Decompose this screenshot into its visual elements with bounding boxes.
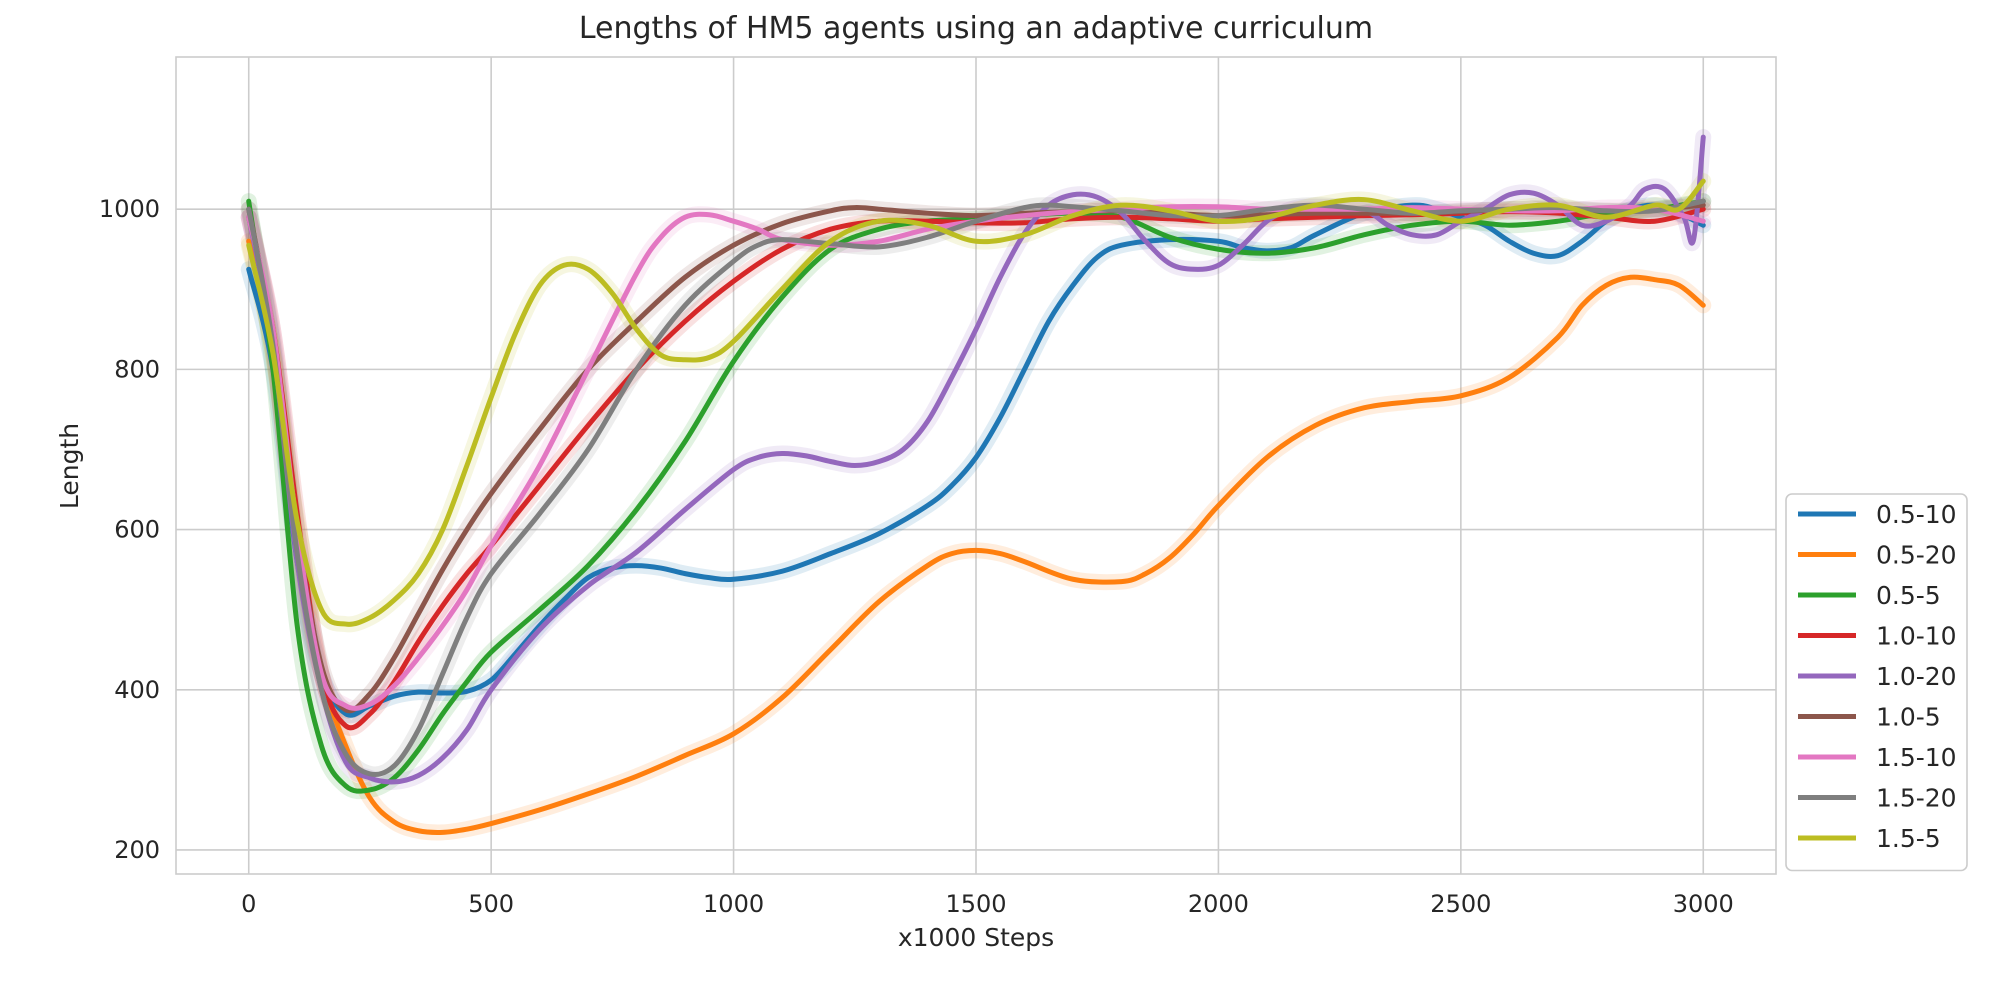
legend-label-1.5-10: 1.5-10	[1876, 743, 1957, 772]
x-tick-label: 2500	[1430, 890, 1491, 918]
plot-border	[175, 56, 1777, 875]
x-tick-label: 500	[468, 890, 514, 918]
legend-label-1.0-20: 1.0-20	[1876, 662, 1957, 691]
legend-label-0.5-5: 0.5-5	[1876, 581, 1941, 610]
x-tick-label: 0	[241, 890, 256, 918]
chart-title: Lengths of HM5 agents using an adaptive …	[579, 11, 1373, 46]
legend-label-1.5-20: 1.5-20	[1876, 784, 1957, 813]
legend: 0.5-10 0.5-20 0.5-5 1.0-10 1.0-20 1.0-5 1.5-10…	[1785, 493, 1968, 872]
legend-label-1.0-10: 1.0-10	[1876, 622, 1957, 651]
y-tick-label: 400	[114, 676, 160, 704]
series-line-0.5-20	[246, 238, 1706, 835]
x-axis-title: x1000 Steps	[898, 923, 1054, 952]
legend-box	[1785, 493, 1968, 872]
y-tick-label: 600	[114, 516, 160, 544]
legend-label-1.0-5: 1.0-5	[1876, 703, 1941, 732]
legend-label-1.5-5: 1.5-5	[1876, 824, 1941, 853]
series-line-0.5-5	[246, 198, 1706, 794]
y-axis-title: Length	[55, 423, 84, 509]
x-tick-label: 1000	[703, 890, 764, 918]
plot-area: 0 500 1000 1500 2000 2500 3000 200 400 600 800 1000	[99, 56, 1777, 918]
x-tick-label: 2000	[1188, 890, 1249, 918]
y-tick-label: 1000	[99, 195, 160, 223]
series-line-1.5-5	[246, 178, 1706, 627]
y-tick-label: 800	[114, 355, 160, 383]
x-tick-label: 1500	[945, 890, 1006, 918]
legend-label-0.5-20: 0.5-20	[1876, 541, 1957, 570]
series-line-1.0-20	[246, 134, 1706, 785]
series-line-1.5-20	[246, 198, 1706, 778]
x-tick-label: 3000	[1673, 890, 1734, 918]
y-tick-label: 200	[114, 836, 160, 864]
legend-label-0.5-10: 0.5-10	[1876, 500, 1957, 529]
